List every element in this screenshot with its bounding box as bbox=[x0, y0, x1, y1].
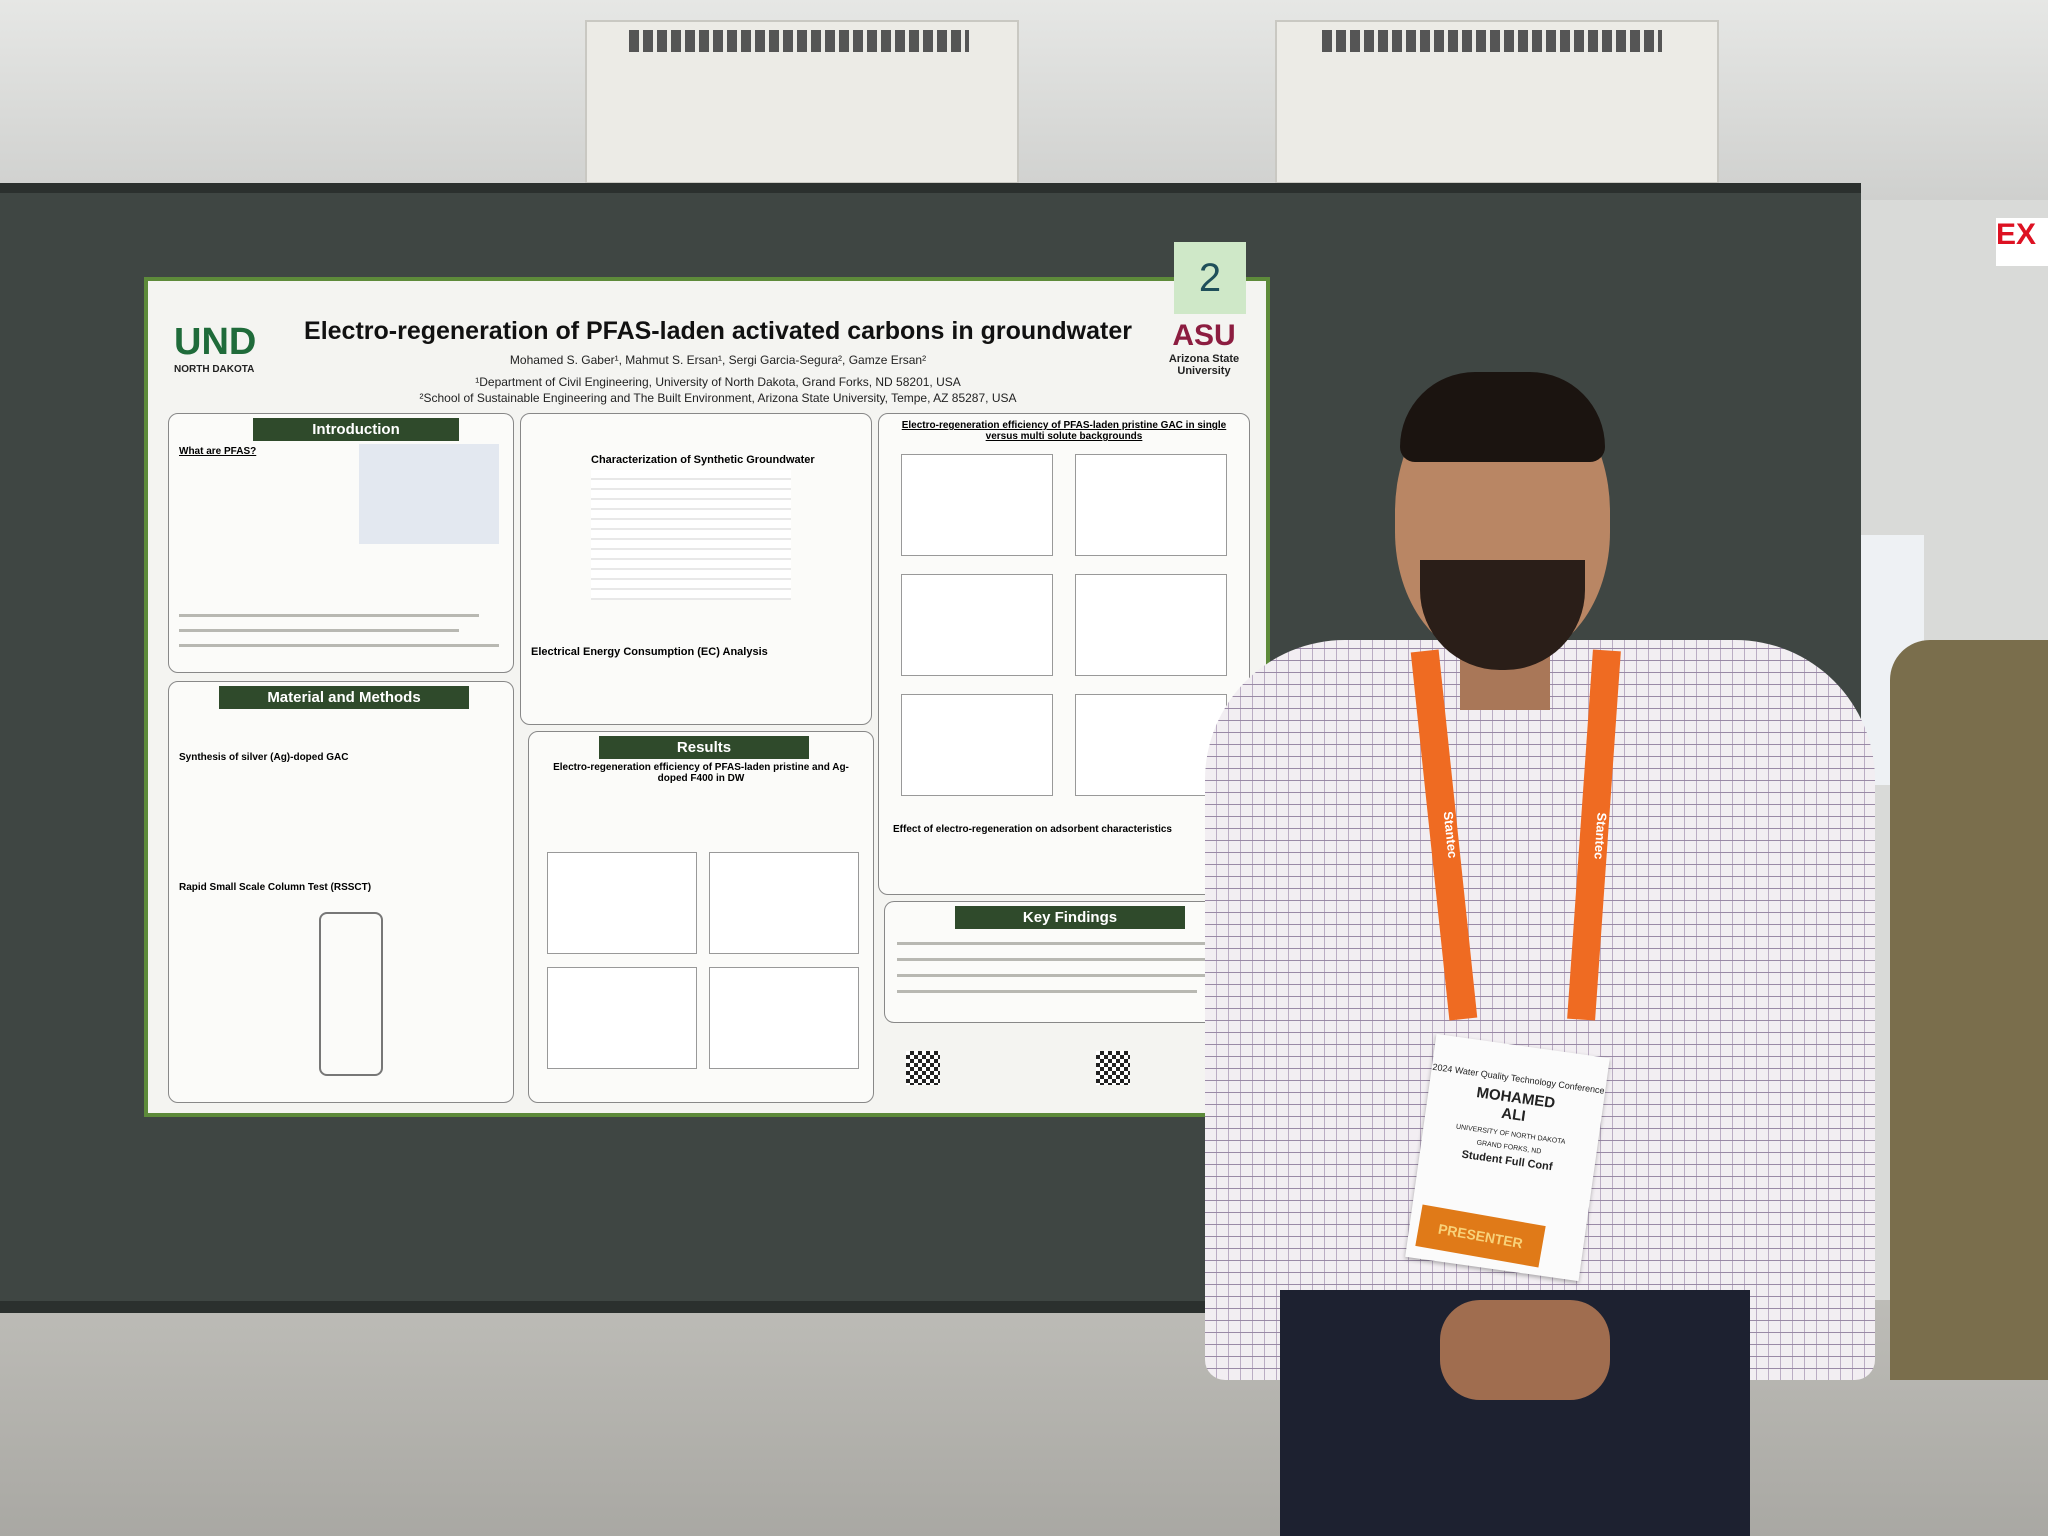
plot bbox=[901, 574, 1053, 676]
key-findings-panel: Key Findings bbox=[884, 901, 1256, 1023]
plot bbox=[547, 852, 697, 954]
right-subtitle: Electro-regeneration efficiency of PFAS-… bbox=[901, 420, 1227, 442]
plot bbox=[1075, 454, 1227, 556]
presenter-hair bbox=[1400, 372, 1605, 462]
und-logo: UND NORTH DAKOTA bbox=[174, 321, 257, 375]
methods-header: Material and Methods bbox=[219, 686, 469, 709]
exit-sign: EX bbox=[1996, 218, 2048, 266]
ec-title: Electrical Energy Consumption (EC) Analy… bbox=[531, 646, 768, 658]
right-results-panel: Electro-regeneration efficiency of PFAS-… bbox=[878, 413, 1250, 895]
groundwater-table bbox=[591, 470, 791, 600]
column-figure bbox=[319, 912, 383, 1076]
plot bbox=[901, 694, 1053, 796]
rssct-label: Rapid Small Scale Column Test (RSSCT) bbox=[179, 882, 372, 893]
research-poster: UND NORTH DAKOTA ASU Arizona State Univers… bbox=[144, 277, 1270, 1117]
methods-panel: Material and Methods Synthesis of silver… bbox=[168, 681, 514, 1103]
plot bbox=[709, 852, 859, 954]
pfas-table-panel: Characterization of Synthetic Groundwate… bbox=[520, 413, 872, 725]
plot bbox=[901, 454, 1053, 556]
poster-title: Electro-regeneration of PFAS-laden activ… bbox=[304, 317, 1132, 345]
us-map-figure bbox=[359, 444, 499, 544]
qr-code bbox=[1096, 1051, 1130, 1085]
effect-title: Effect of electro-regeneration on adsorb… bbox=[893, 824, 1172, 835]
poster-authors: Mohamed S. Gaber¹, Mahmut S. Ersan¹, Ser… bbox=[509, 353, 927, 367]
poster-number-sticker: 2 bbox=[1174, 242, 1246, 314]
introduction-header: Introduction bbox=[253, 418, 459, 441]
plot bbox=[547, 967, 697, 1069]
table-title: Characterization of Synthetic Groundwate… bbox=[591, 454, 815, 466]
results-panel: Results Electro-regeneration efficiency … bbox=[528, 731, 874, 1103]
hvac-unit bbox=[1275, 20, 1719, 184]
ceiling-wall bbox=[0, 0, 2048, 200]
affiliation-2: ²School of Sustainable Engineering and T… bbox=[419, 391, 1017, 405]
plot bbox=[1075, 694, 1227, 796]
introduction-panel: Introduction What are PFAS? bbox=[168, 413, 514, 673]
asu-logo: ASU Arizona State University bbox=[1168, 319, 1240, 377]
results-subtitle: Electro-regeneration efficiency of PFAS-… bbox=[553, 762, 849, 784]
results-header: Results bbox=[599, 736, 809, 759]
plot bbox=[1075, 574, 1227, 676]
qr-code bbox=[906, 1051, 940, 1085]
hvac-unit bbox=[585, 20, 1019, 184]
background-person bbox=[1890, 640, 2048, 1380]
presenter-hands bbox=[1440, 1300, 1610, 1400]
key-findings-header: Key Findings bbox=[955, 906, 1185, 929]
plot bbox=[709, 967, 859, 1069]
affiliation-1: ¹Department of Civil Engineering, Univer… bbox=[475, 375, 961, 389]
what-pfas-label: What are PFAS? bbox=[179, 446, 257, 457]
synthesis-label: Synthesis of silver (Ag)-doped GAC bbox=[179, 752, 349, 763]
